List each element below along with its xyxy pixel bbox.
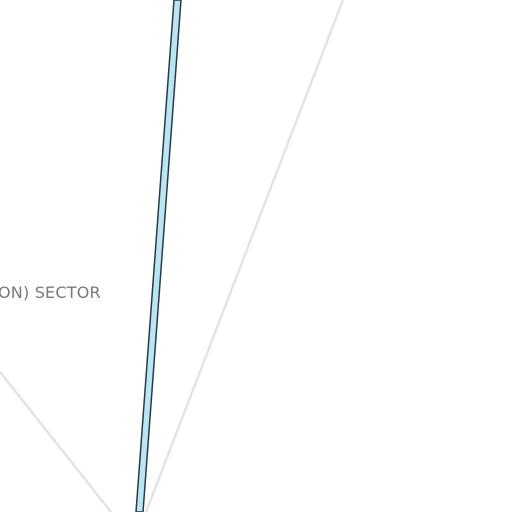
sector-area-label: ON) SECTOR (0, 283, 101, 302)
road-line-lower-left (0, 371, 112, 512)
road-line-diagonal (144, 0, 345, 512)
river-channel (135, 0, 182, 512)
